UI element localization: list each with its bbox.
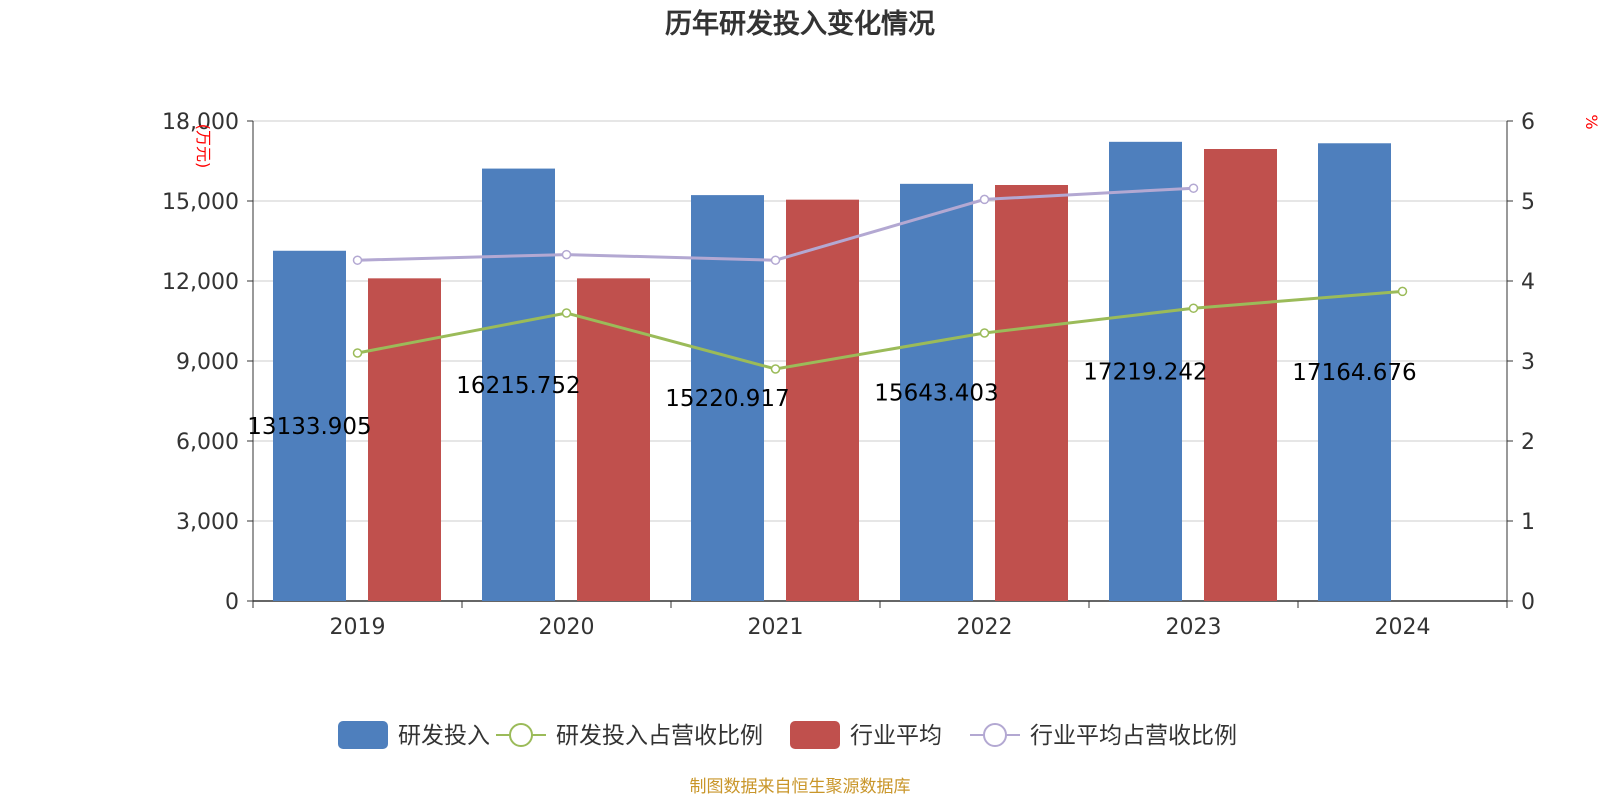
legend-label: 行业平均 [850,723,942,749]
left-axis-unit: (万元) [194,124,213,169]
source-note: 制图数据来自恒生聚源数据库 [690,777,911,797]
x-axis-tick-label: 2023 [1166,615,1222,640]
lines [352,183,1408,374]
left-axis-tick-label: 12,000 [162,270,239,295]
bar-data-label: 15643.403 [874,380,998,406]
grid-lines [253,120,1507,522]
legend-label: 研发投入占营收比例 [556,723,763,749]
bar-data-label: 17219.242 [1083,359,1207,385]
x-axis-tick-label: 2022 [957,615,1013,640]
bars [273,141,1391,602]
left-axis-tick-label: 3,000 [176,510,239,535]
line-point [770,364,781,374]
bar-industry-average [995,185,1068,601]
bar-data-label: 16215.752 [456,373,580,399]
line-point [352,348,363,358]
right-axis-tick-label: 3 [1521,350,1535,375]
line-point [561,308,572,318]
line-point [979,194,990,205]
axes: 0 3,000 6,000 9,000 12,000 15,000 18,000 0 1 2 3 4 5… [162,110,1535,640]
legend-swatch-marker [983,723,1007,747]
bar-data-label: 17164.676 [1292,360,1416,386]
left-axis-tick-label: 0 [225,590,239,615]
line-point [1397,286,1408,297]
bar-data-label: 13133.905 [247,414,371,440]
right-axis-tick-label: 5 [1521,190,1535,215]
bar-rd-investment [273,250,346,602]
legend: 研发投入 研发投入占营收比例 行业平均 行业平均占营收比例 [338,721,1237,749]
bar-rd-investment [691,195,764,601]
bar-industry-average [1204,149,1277,601]
legend-swatch-marker [509,723,533,747]
right-axis-unit: % [1582,114,1600,129]
bar-rd-investment [900,183,973,601]
line-point [770,255,781,265]
line-point [561,249,572,260]
x-axis-tick-label: 2021 [748,615,804,640]
bar-industry-average [368,278,441,601]
legend-swatch [790,721,840,749]
bar-rd-investment [1318,143,1391,601]
line-point [979,328,990,338]
x-axis-tick-label: 2024 [1375,615,1431,640]
line-point [352,255,363,265]
bar-data-label: 15220.917 [665,386,789,412]
bar-rd-investment [1109,141,1182,602]
right-axis-tick-label: 2 [1521,430,1535,455]
legend-label: 研发投入 [398,723,490,749]
right-axis-tick-label: 1 [1521,510,1535,535]
left-axis-tick-label: 6,000 [176,430,239,455]
line-point [1188,303,1199,313]
legend-swatch [338,721,388,749]
bar-industry-average [786,199,859,601]
left-axis-tick-label: 9,000 [176,350,239,375]
line-point [1188,183,1199,193]
data-labels: 13133.905 16215.752 15220.917 15643.403 1721… [247,359,1416,439]
bar-rd-investment [482,168,555,601]
x-axis-tick-label: 2020 [539,615,595,640]
left-axis-tick-label: 18,000 [162,110,239,135]
chart-title: 历年研发投入变化情况 [665,8,935,40]
right-axis-tick-label: 6 [1521,110,1535,135]
right-axis-tick-label: 0 [1521,590,1535,615]
line-rd-ratio [357,289,1403,371]
x-axis-tick-label: 2019 [330,615,386,640]
right-axis-tick-label: 4 [1521,270,1535,295]
legend-label: 行业平均占营收比例 [1030,723,1237,749]
left-axis-tick-label: 15,000 [162,190,239,215]
